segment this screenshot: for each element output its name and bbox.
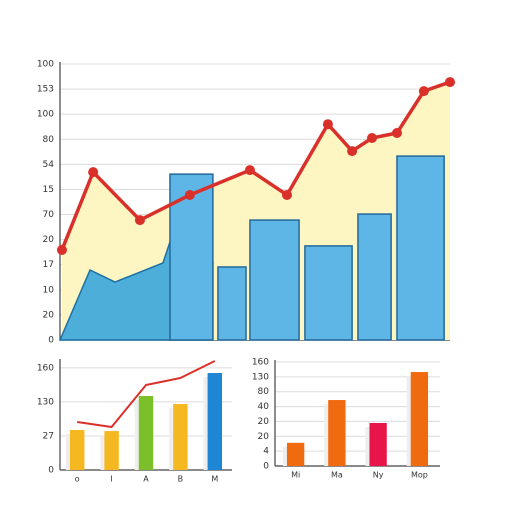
bar <box>217 266 247 341</box>
bar <box>138 396 154 470</box>
y-tick-label: 160 <box>37 363 54 373</box>
bar <box>328 400 346 466</box>
bar <box>207 372 223 470</box>
y-tick-label: 80 <box>43 135 55 145</box>
x-tick-label: M <box>211 475 218 484</box>
y-tick-label: 15 <box>43 185 54 195</box>
y-tick-label: 20 <box>43 310 55 320</box>
y-tick-label: 70 <box>43 210 55 220</box>
line-point <box>56 244 67 255</box>
line-point <box>347 146 358 157</box>
bar <box>173 403 188 470</box>
bar <box>369 422 387 466</box>
y-tick-label: 0 <box>48 466 54 476</box>
x-tick-label: Mi <box>291 471 300 480</box>
line-point <box>88 167 99 178</box>
line-point <box>184 189 195 200</box>
y-tick-label: 54 <box>43 160 55 170</box>
y-tick-label: 153 <box>37 85 54 95</box>
line-point <box>367 133 377 144</box>
y-tick-label: 20 <box>43 235 55 245</box>
y-tick-label: 4 <box>263 447 269 457</box>
line-point <box>134 215 145 226</box>
y-tick-label: 100 <box>37 110 54 120</box>
y-tick-label: 100 <box>37 60 54 70</box>
bar <box>249 219 300 341</box>
bar <box>286 442 305 466</box>
y-tick-label: 160 <box>252 358 269 368</box>
y-tick-label: 10 <box>43 285 55 295</box>
x-tick-label: Ma <box>331 471 343 480</box>
x-tick-label: Ny <box>373 471 384 480</box>
line-point <box>322 119 333 130</box>
line-point <box>418 86 429 97</box>
y-tick-label: 27 <box>43 431 54 441</box>
x-tick-label: A <box>143 475 149 484</box>
bar <box>304 245 353 341</box>
x-tick-label: I <box>110 475 112 484</box>
y-tick-label: 80 <box>258 387 270 397</box>
line <box>77 360 216 429</box>
line-point <box>445 77 455 88</box>
bar <box>104 431 119 470</box>
bar <box>357 213 392 341</box>
x-tick-label: Mop <box>411 471 428 480</box>
y-tick-label: 20 <box>258 417 270 427</box>
y-tick-label: 0 <box>48 336 54 346</box>
x-tick-label: B <box>178 475 184 484</box>
y-tick-label: 130 <box>37 397 54 407</box>
y-tick-label: 130 <box>252 372 269 382</box>
bar <box>396 155 445 341</box>
x-tick-label: o <box>75 475 80 484</box>
line-point <box>391 128 402 138</box>
y-tick-label: 20 <box>258 432 270 442</box>
y-tick-label: 0 <box>263 462 269 472</box>
y-tick-label: 40 <box>258 402 270 412</box>
line-point <box>244 165 255 176</box>
bar <box>69 430 85 470</box>
bar <box>410 372 429 466</box>
line <box>60 80 451 251</box>
y-tick-label: 17 <box>43 260 54 270</box>
line-point <box>281 189 292 200</box>
